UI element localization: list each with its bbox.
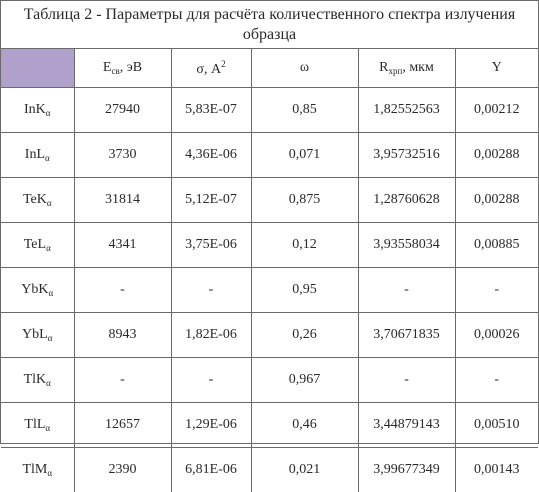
yield-cell: 0,00510: [455, 403, 538, 448]
table-row: TlKα--0,967--: [1, 358, 538, 403]
cross-section-cell: 6,81E-06: [171, 448, 251, 492]
emission-line-cell: YbKα: [1, 268, 74, 313]
cross-section-cell: 5,83E-07: [171, 88, 251, 133]
cross-section-cell: 1,29E-06: [171, 403, 251, 448]
cross-section-cell: 1,82E-06: [171, 313, 251, 358]
fluorescence-yield-cell: 0,46: [251, 403, 358, 448]
fluorescence-yield-cell: 0,967: [251, 358, 358, 403]
emission-line-cell: YbLα: [1, 313, 74, 358]
cross-section-cell: -: [171, 268, 251, 313]
binding-energy-cell: -: [74, 358, 171, 403]
penetration-depth-cell: 3,70671835: [358, 313, 455, 358]
table-caption: Таблица 2 - Параметры для расчёта количе…: [1, 1, 538, 49]
penetration-depth-cell: -: [358, 358, 455, 403]
yield-cell: 0,00026: [455, 313, 538, 358]
header-fluorescence-yield: ω: [251, 49, 358, 88]
emission-line-cell: TlMα: [1, 448, 74, 492]
header-penetration-depth: Rхрп, мкм: [358, 49, 455, 88]
fluorescence-yield-cell: 0,071: [251, 133, 358, 178]
penetration-depth-cell: 3,93558034: [358, 223, 455, 268]
yield-cell: -: [455, 268, 538, 313]
cross-section-cell: 4,36E-06: [171, 133, 251, 178]
yield-cell: 0,00143: [455, 448, 538, 492]
parameters-table-frame: Таблица 2 - Параметры для расчёта количе…: [0, 0, 539, 444]
binding-energy-cell: 12657: [74, 403, 171, 448]
fluorescence-yield-cell: 0,85: [251, 88, 358, 133]
header-yield: Y: [455, 49, 538, 88]
binding-energy-cell: 31814: [74, 178, 171, 223]
yield-cell: 0,00885: [455, 223, 538, 268]
header-row: Eсв, эВ σ, A2 ω Rхрп, мкм Y: [1, 49, 538, 88]
fluorescence-yield-cell: 0,875: [251, 178, 358, 223]
table-row: YbKα--0,95--: [1, 268, 538, 313]
penetration-depth-cell: 3,95732516: [358, 133, 455, 178]
binding-energy-cell: 4341: [74, 223, 171, 268]
emission-line-cell: TlLα: [1, 403, 74, 448]
penetration-depth-cell: 3,44879143: [358, 403, 455, 448]
emission-line-cell: TlKα: [1, 358, 74, 403]
binding-energy-cell: 2390: [74, 448, 171, 492]
fluorescence-yield-cell: 0,95: [251, 268, 358, 313]
fluorescence-yield-cell: 0,021: [251, 448, 358, 492]
binding-energy-cell: 27940: [74, 88, 171, 133]
header-cross-section: σ, A2: [171, 49, 251, 88]
binding-energy-cell: 8943: [74, 313, 171, 358]
header-binding-energy: Eсв, эВ: [74, 49, 171, 88]
cross-section-cell: 3,75E-06: [171, 223, 251, 268]
binding-energy-cell: 3730: [74, 133, 171, 178]
yield-cell: 0,00212: [455, 88, 538, 133]
header-corner-cell: [1, 49, 74, 88]
fluorescence-yield-cell: 0,12: [251, 223, 358, 268]
cross-section-cell: -: [171, 358, 251, 403]
penetration-depth-cell: -: [358, 268, 455, 313]
yield-cell: -: [455, 358, 538, 403]
emission-line-cell: InLα: [1, 133, 74, 178]
penetration-depth-cell: 1,28760628: [358, 178, 455, 223]
penetration-depth-cell: 3,99677349: [358, 448, 455, 492]
fluorescence-yield-cell: 0,26: [251, 313, 358, 358]
binding-energy-cell: -: [74, 268, 171, 313]
emission-line-cell: InKα: [1, 88, 74, 133]
yield-cell: 0,00288: [455, 133, 538, 178]
cross-section-cell: 5,12E-07: [171, 178, 251, 223]
emission-line-cell: TeLα: [1, 223, 74, 268]
yield-cell: 0,00288: [455, 178, 538, 223]
penetration-depth-cell: 1,82552563: [358, 88, 455, 133]
emission-line-cell: TeKα: [1, 178, 74, 223]
